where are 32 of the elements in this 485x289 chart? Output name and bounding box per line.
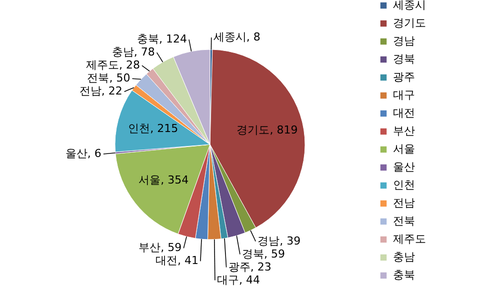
legend-label: 전북 xyxy=(393,214,415,228)
data-label: 인천, 215 xyxy=(128,122,178,136)
legend-label: 부산 xyxy=(393,124,415,138)
legend-label: 경남 xyxy=(393,34,415,48)
data-label: 서울, 354 xyxy=(138,174,189,187)
legend-label: 세종시 xyxy=(393,0,426,12)
legend-label: 제주도 xyxy=(393,232,426,246)
legend-label: 전남 xyxy=(393,196,415,210)
legend-label: 충남 xyxy=(393,250,415,264)
legend-label: 충북 xyxy=(393,268,415,282)
legend-label: 울산 xyxy=(393,160,415,174)
legend-label: 대전 xyxy=(393,106,415,120)
legend-label: 광주 xyxy=(393,70,415,84)
legend-label: 대구 xyxy=(393,88,415,102)
data-label: 전북, 50 xyxy=(87,72,130,85)
legend-label: 경기도 xyxy=(393,16,426,30)
data-label: 전남, 22 xyxy=(79,84,122,98)
data-label: 제주도, 28 xyxy=(86,58,140,72)
data-label: 대구, 44 xyxy=(216,273,260,286)
data-label: 충북, 124 xyxy=(136,32,187,46)
data-label: 경남, 39 xyxy=(258,234,301,248)
data-label: 울산, 6 xyxy=(65,146,102,160)
data-label: 경기도, 819 xyxy=(236,124,298,137)
legend-label: 경북 xyxy=(393,52,415,66)
data-label: 경북, 59 xyxy=(242,247,285,260)
data-label: 충남, 78 xyxy=(112,46,155,59)
data-label: 세종시, 8 xyxy=(213,30,260,44)
legend-label: 서울 xyxy=(393,142,415,156)
legend-label: 인천 xyxy=(393,178,415,192)
data-label: 부산, 59 xyxy=(138,241,182,254)
data-label: 광주, 23 xyxy=(228,260,272,274)
data-label: 대전, 41 xyxy=(155,254,198,268)
